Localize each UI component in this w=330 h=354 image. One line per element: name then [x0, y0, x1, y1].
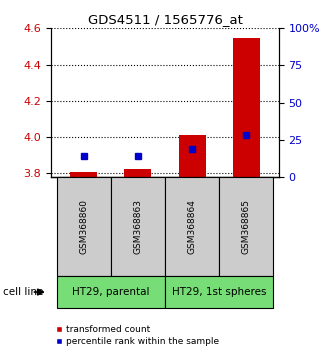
- Title: GDS4511 / 1565776_at: GDS4511 / 1565776_at: [87, 13, 243, 26]
- Bar: [70, 172, 97, 177]
- Text: HT29, parental: HT29, parental: [72, 287, 149, 297]
- Bar: [233, 38, 260, 177]
- Bar: [56, 177, 111, 276]
- Text: cell line: cell line: [3, 287, 44, 297]
- Text: HT29, 1st spheres: HT29, 1st spheres: [172, 287, 266, 297]
- Bar: [179, 135, 206, 177]
- Bar: [124, 169, 151, 177]
- Text: GSM368864: GSM368864: [188, 199, 197, 254]
- Legend: transformed count, percentile rank within the sample: transformed count, percentile rank withi…: [56, 325, 220, 346]
- Bar: [111, 177, 165, 276]
- Bar: [165, 177, 219, 276]
- Text: GSM368863: GSM368863: [133, 199, 142, 254]
- Bar: [56, 276, 165, 308]
- Bar: [165, 276, 274, 308]
- Text: GSM368865: GSM368865: [242, 199, 251, 254]
- Bar: [219, 177, 274, 276]
- Text: GSM368860: GSM368860: [79, 199, 88, 254]
